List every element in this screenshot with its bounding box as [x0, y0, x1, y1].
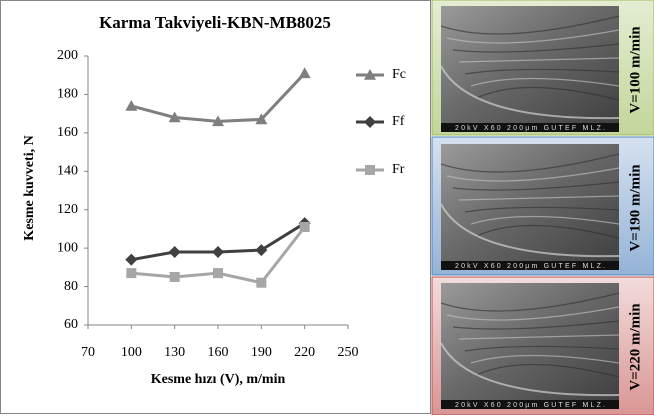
y-tick-label: 140	[57, 164, 78, 179]
speed-label: V=220 m/min	[627, 303, 643, 391]
texture	[458, 195, 620, 201]
speed-label: V=190 m/min	[627, 164, 643, 252]
texture	[476, 224, 620, 239]
texture	[464, 345, 620, 352]
info-bar	[441, 400, 619, 409]
texture	[476, 86, 620, 101]
marker	[212, 245, 224, 258]
texture	[440, 15, 620, 35]
marker	[255, 113, 268, 125]
marker	[256, 277, 267, 288]
marker	[168, 245, 181, 258]
texture	[464, 68, 620, 75]
marker	[168, 111, 181, 123]
marker	[299, 222, 310, 233]
legend-label: Fc	[392, 67, 406, 82]
marker	[213, 268, 223, 279]
micrograph: 20kV X60 200µm GUTEF MLZ.V=100 m/min	[440, 6, 643, 132]
edge	[440, 203, 620, 258]
x-tick-label: 160	[208, 345, 229, 360]
texture	[470, 77, 620, 87]
y-tick-label: 160	[57, 125, 78, 140]
x-tick-label: 220	[294, 345, 315, 360]
y-tick-label: 200	[57, 48, 78, 63]
y-tick-label: 100	[57, 240, 78, 255]
info-bar	[441, 261, 619, 270]
y-tick-label: 60	[64, 317, 78, 332]
legend-label: Fr	[392, 162, 405, 177]
texture	[452, 43, 620, 53]
texture	[452, 320, 620, 330]
legend-marker	[364, 116, 376, 128]
marker	[298, 67, 311, 79]
x-tick-label: 70	[81, 345, 95, 360]
legend-marker	[365, 165, 375, 175]
y-tick-label: 120	[57, 202, 78, 217]
marker	[125, 253, 138, 266]
texture	[446, 29, 620, 44]
texture	[440, 292, 620, 312]
x-tick-label: 250	[338, 345, 359, 360]
texture	[458, 57, 620, 63]
texture	[452, 181, 620, 191]
edge	[440, 342, 620, 397]
micrograph: 20kV X60 200µm GUTEF MLZ.V=220 m/min	[440, 283, 643, 409]
legend-marker	[364, 69, 376, 80]
texture	[446, 167, 620, 182]
x-tick-label: 130	[164, 345, 185, 360]
edge	[440, 65, 620, 120]
texture	[476, 363, 620, 378]
texture	[458, 334, 620, 340]
micrograph: 20kV X60 200µm GUTEF MLZ.V=190 m/min	[440, 144, 643, 270]
chart-frame	[0, 0, 431, 414]
marker	[255, 244, 268, 257]
x-tick-label: 100	[121, 345, 142, 360]
info-bar	[441, 123, 619, 132]
texture	[470, 215, 620, 225]
marker	[126, 268, 137, 279]
y-tick-label: 180	[57, 87, 78, 102]
texture	[440, 153, 620, 173]
chart-title: Karma Takviyeli-KBN-MB8025	[99, 13, 331, 32]
sem-image	[441, 6, 619, 130]
speed-label: V=100 m/min	[627, 26, 643, 114]
texture	[470, 354, 620, 364]
sem-image	[441, 144, 619, 268]
texture	[464, 206, 620, 213]
x-tick-label: 190	[251, 345, 272, 360]
y-axis-title: Kesme kuvveti, N	[22, 135, 37, 240]
y-tick-label: 80	[64, 279, 78, 294]
texture	[446, 306, 620, 321]
marker	[125, 99, 138, 111]
marker	[169, 271, 180, 282]
x-axis-title: Kesme hızı (V), m/min	[151, 372, 286, 387]
legend-label: Ff	[392, 114, 405, 129]
marker	[212, 115, 224, 127]
sem-image	[441, 283, 619, 407]
